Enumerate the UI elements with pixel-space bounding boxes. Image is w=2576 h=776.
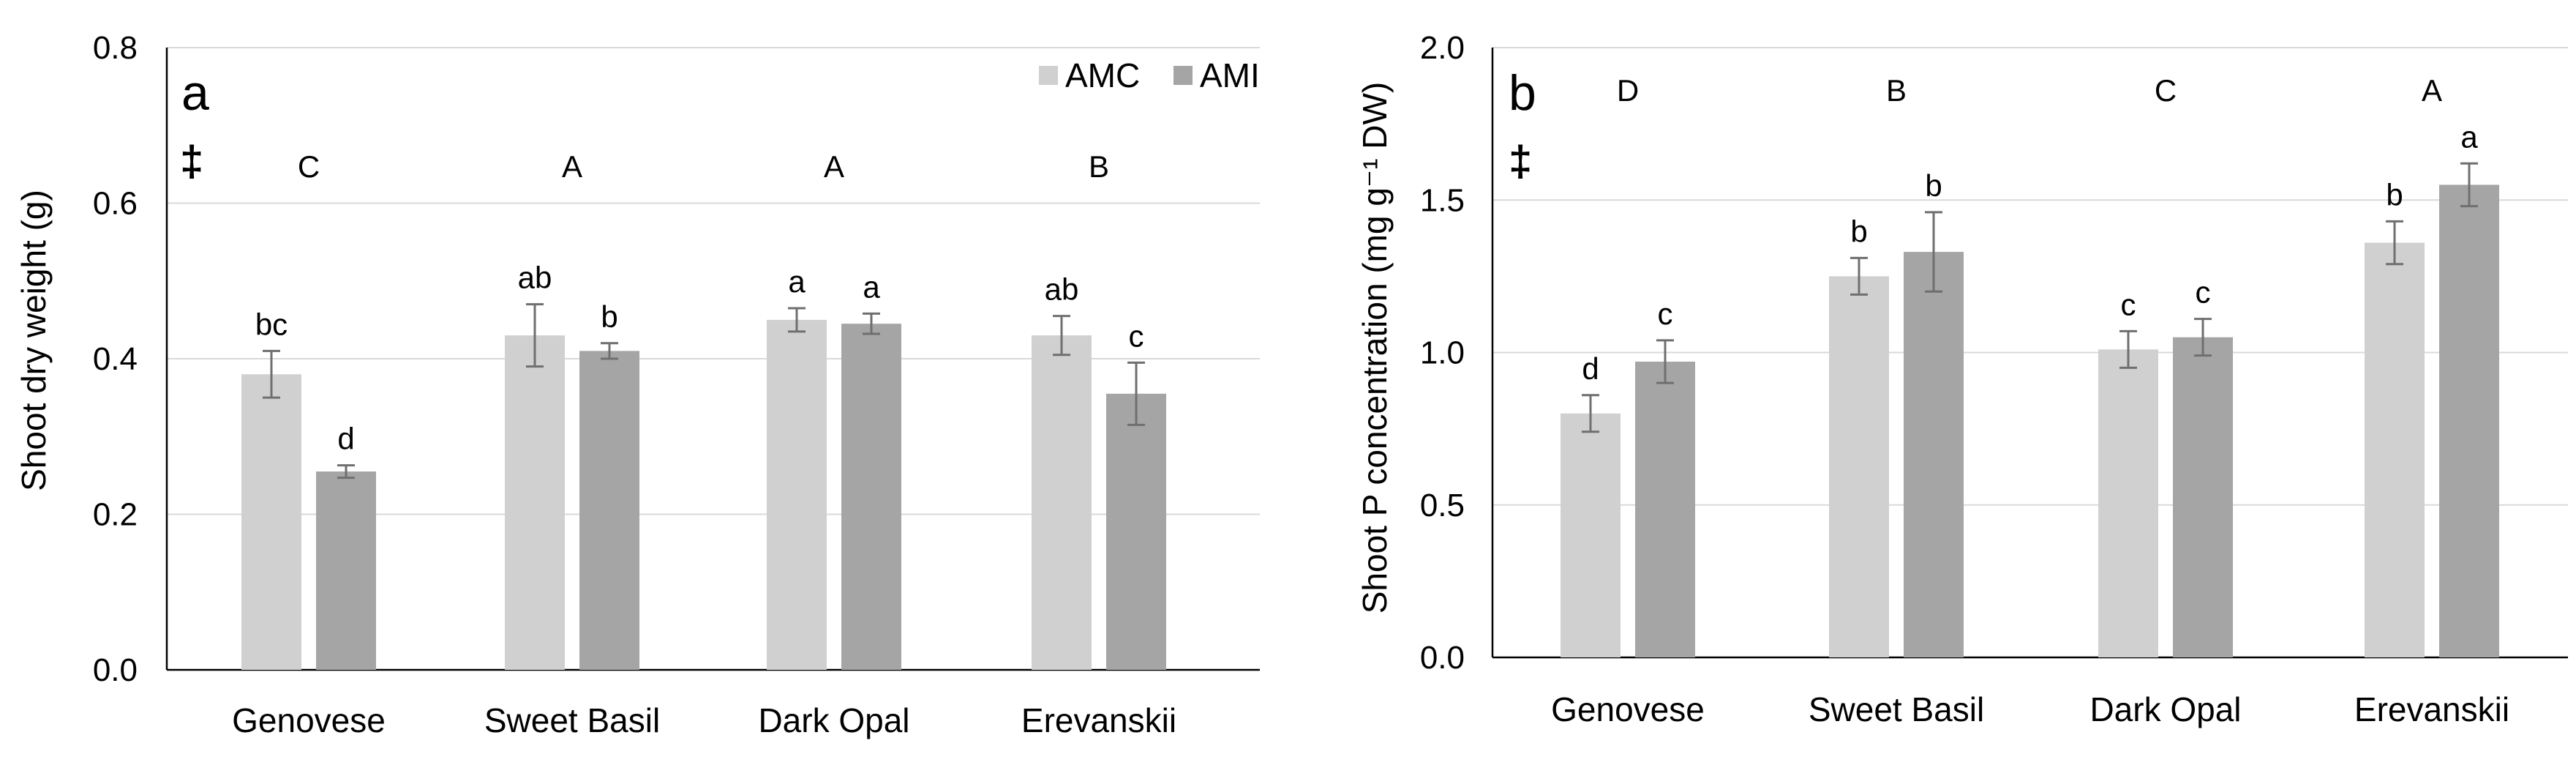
error-bar — [601, 342, 618, 360]
bar-amc — [1829, 276, 1889, 657]
x-tick-label: Erevanskii — [2354, 690, 2509, 728]
bar-ami — [1904, 252, 1964, 657]
significance-mark-b: ‡ — [1509, 138, 1532, 185]
group-significance-letter: A — [824, 149, 844, 184]
significance-mark-a: ‡ — [180, 138, 203, 185]
bar-significance-letter: b — [1925, 168, 1942, 203]
error-bar — [2119, 329, 2137, 369]
legend-label-ami: AMI — [1200, 56, 1260, 94]
bar-amc — [767, 319, 827, 670]
bar-significance-letter: a — [2460, 119, 2478, 154]
bar-amc — [241, 374, 301, 670]
group-significance-letter: B — [1089, 149, 1109, 184]
error-bar — [1850, 256, 1868, 296]
legend-swatch-amc — [1039, 66, 1058, 85]
chart-b: Shoot P concentration (mg g⁻¹ DW) b ‡ 0.… — [1356, 30, 2568, 728]
y-tick-label: 1.5 — [1420, 182, 1465, 218]
error-bar — [2194, 318, 2212, 357]
bar-significance-letter: b — [1850, 214, 1867, 248]
x-tick-label: Genovese — [232, 701, 386, 739]
chart-a: Shoot dry weight (g) a ‡ AMC AMI 0.0 0.2 0… — [15, 30, 1260, 739]
group-significance-letter: C — [2155, 73, 2177, 108]
x-tick-label: Genovese — [1551, 690, 1705, 728]
bar-significance-letter: c — [2196, 275, 2211, 310]
y-axis-label-a: Shoot dry weight (g) — [15, 190, 53, 491]
bar-significance-letter: c — [1129, 318, 1144, 353]
error-bar — [263, 349, 280, 399]
bar-amc — [505, 335, 565, 670]
bar-significance-letter: c — [2121, 287, 2136, 321]
panel-label-b: b — [1509, 65, 1536, 121]
x-tick-label: Sweet Basil — [1809, 690, 1984, 728]
bar-significance-letter: a — [863, 269, 880, 304]
bar-significance-letter: c — [1658, 296, 1673, 331]
error-bar — [863, 312, 880, 335]
x-tick-label: Dark Opal — [758, 701, 909, 739]
y-tick-label: 1.0 — [1420, 335, 1465, 371]
bar-significance-letter: b — [2386, 177, 2403, 212]
bar-amc — [2365, 242, 2425, 657]
error-bar — [1656, 339, 1674, 384]
group-significance-letter: C — [298, 149, 320, 184]
bar-significance-letter: a — [788, 264, 806, 299]
group-significance-letter: D — [1617, 73, 1639, 108]
error-bar — [1925, 211, 1942, 293]
y-tick-label: 0.0 — [93, 652, 138, 688]
y-tick-label: 0.4 — [93, 341, 138, 377]
legend: AMC AMI — [1039, 56, 1260, 94]
y-axis-label-b-text: Shoot P concentration (mg g⁻¹ DW) — [1356, 82, 1394, 614]
x-tick-label: Sweet Basil — [484, 701, 660, 739]
error-bar — [2460, 162, 2478, 208]
y-tick-label: 0.8 — [93, 30, 138, 66]
bar-significance-letter: bc — [255, 307, 288, 341]
panel-label-a: a — [181, 65, 209, 121]
error-bar — [1127, 361, 1145, 426]
bar-amc — [2098, 349, 2158, 657]
group-significance-letter: A — [2422, 73, 2442, 108]
error-bar — [2386, 220, 2403, 266]
bar-significance-letter: b — [601, 299, 617, 334]
bar-ami — [1106, 393, 1166, 670]
group-significance-letter: A — [562, 149, 582, 184]
bar-significance-letter: d — [1582, 351, 1599, 386]
bar-ami — [841, 324, 901, 670]
error-bar — [526, 303, 544, 368]
bar-amc — [1032, 335, 1092, 670]
error-bar — [337, 464, 355, 480]
error-bar — [788, 307, 806, 333]
legend-swatch-ami — [1174, 66, 1193, 85]
error-bar — [1582, 394, 1599, 433]
bar-significance-letter: d — [337, 422, 354, 456]
error-bar — [1053, 315, 1070, 357]
bar-significance-letter: ab — [518, 261, 552, 295]
x-tick-label: Dark Opal — [2089, 690, 2241, 728]
y-tick-label: 0.0 — [1420, 640, 1465, 676]
y-tick-label: 0.2 — [93, 497, 138, 533]
bar-amc — [1561, 413, 1621, 657]
bar-ami — [316, 471, 376, 670]
y-tick-label: 0.6 — [93, 186, 138, 222]
y-tick-label: 2.0 — [1420, 30, 1465, 66]
x-tick-label: Erevanskii — [1021, 701, 1176, 739]
bar-ami — [1635, 361, 1695, 657]
bar-significance-letter: ab — [1045, 272, 1079, 307]
y-tick-label: 0.5 — [1420, 488, 1465, 523]
bar-ami — [2439, 184, 2499, 658]
y-axis-label-b: Shoot P concentration (mg g⁻¹ DW) — [1356, 82, 1394, 614]
legend-label-amc: AMC — [1065, 56, 1140, 94]
bar-ami — [579, 351, 639, 670]
bar-ami — [2173, 337, 2233, 657]
group-significance-letter: B — [1886, 73, 1907, 108]
